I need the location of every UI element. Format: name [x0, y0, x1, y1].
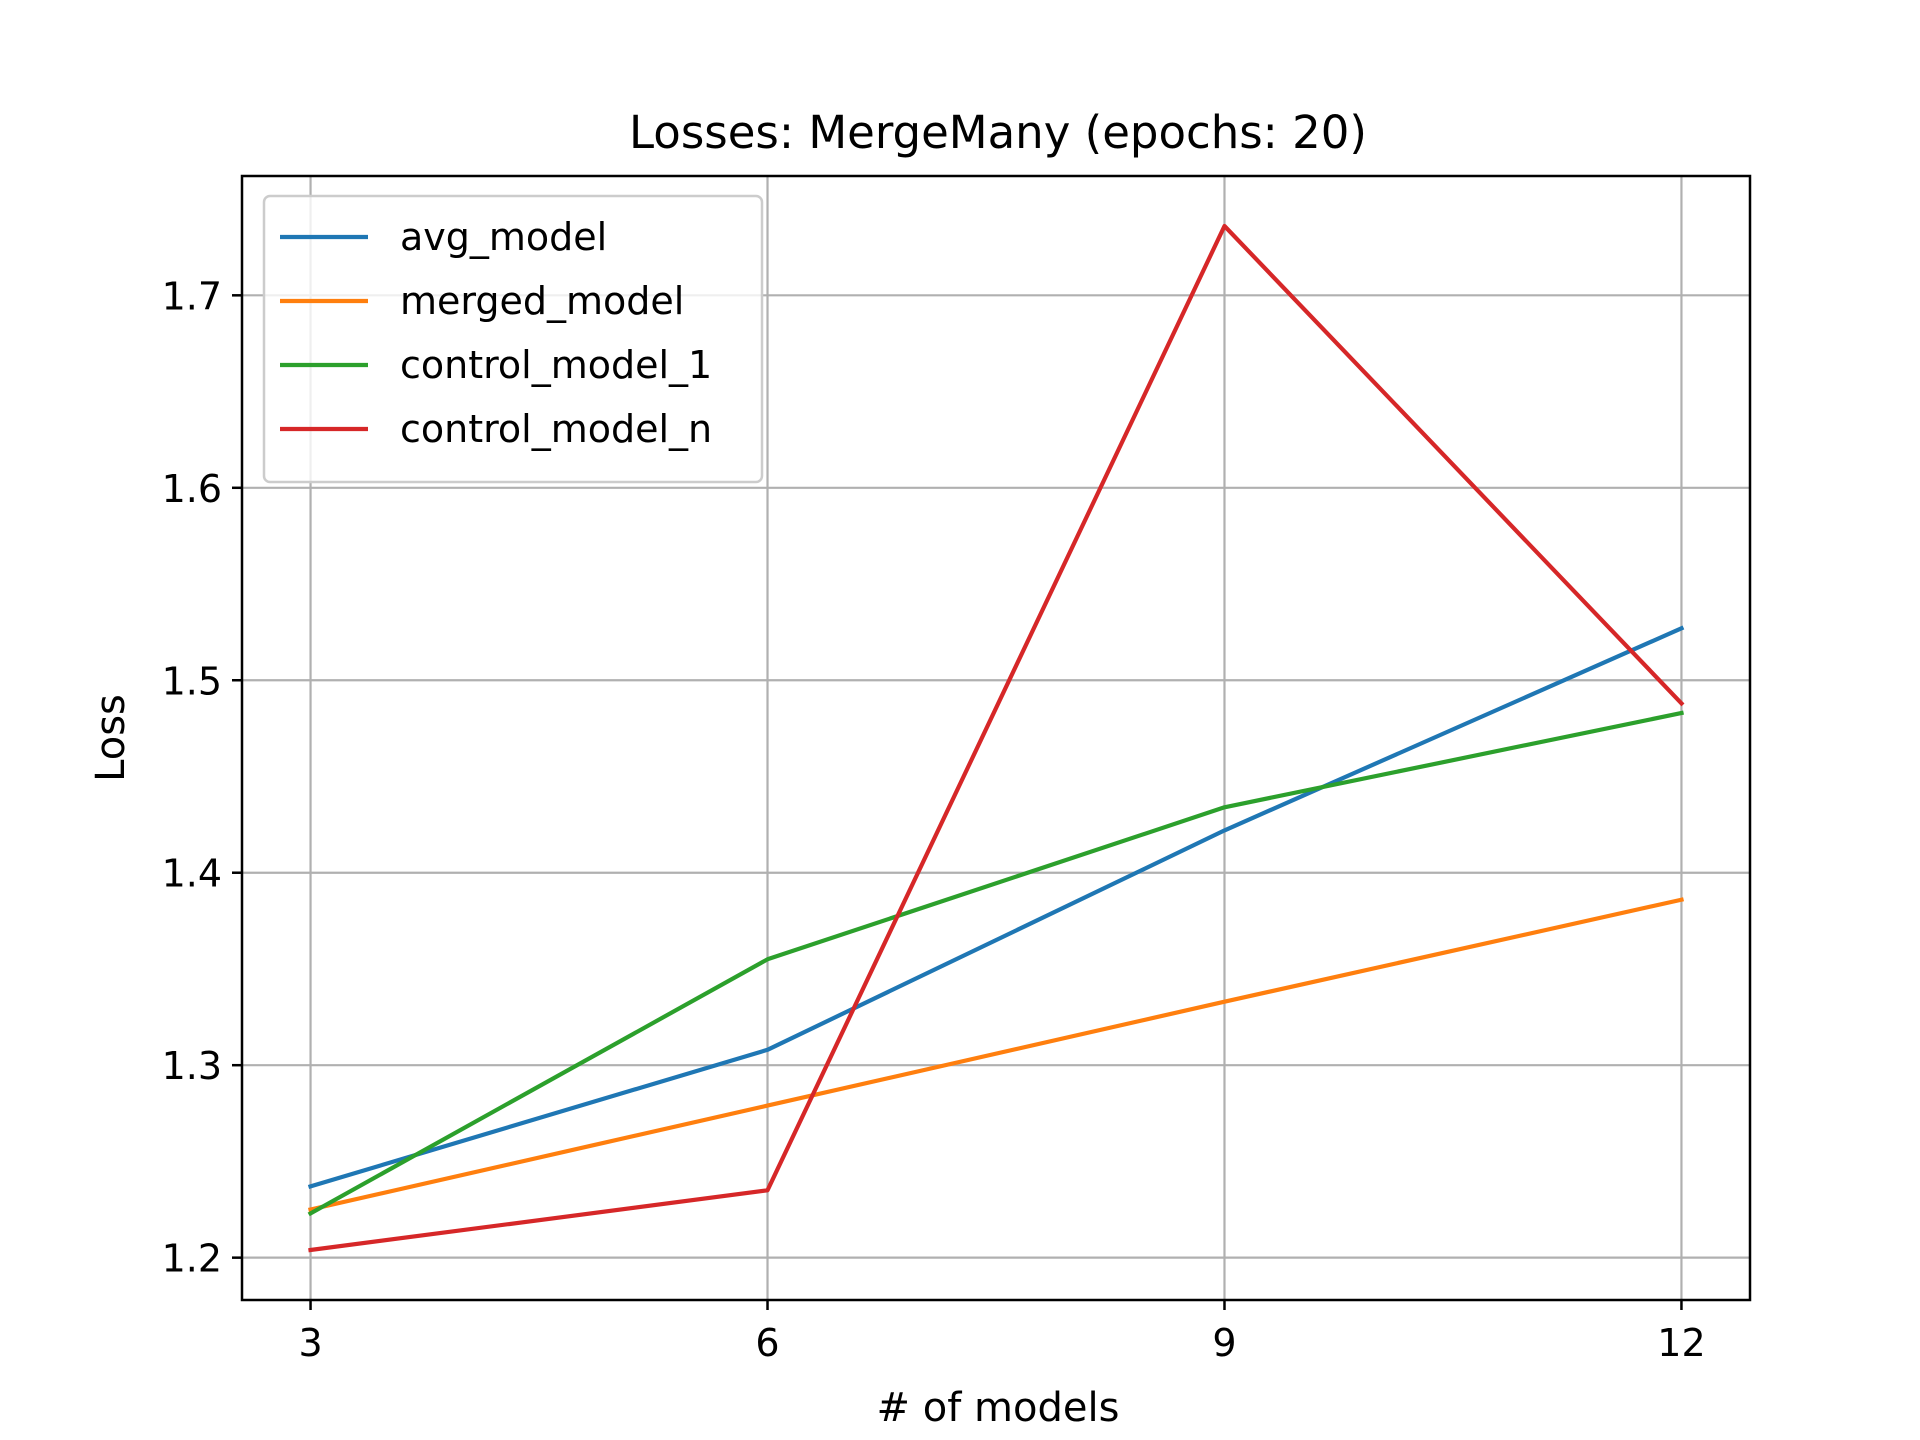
- legend-label: control_model_n: [400, 407, 712, 451]
- y-axis: 1.2 1.3 1.4 1.5 1.6 1.7: [162, 274, 242, 1281]
- legend-frame: [262, 194, 764, 484]
- y-tick-label: 1.3: [162, 1044, 222, 1088]
- plot-frame: [240, 174, 1752, 1302]
- grid: [242, 176, 1750, 1300]
- y-tick-label: 1.4: [162, 852, 222, 896]
- legend-item: control_model_n: [280, 407, 712, 451]
- series-line-avg-model: [307, 625, 1685, 1190]
- y-tick-label: 1.2: [162, 1237, 222, 1281]
- legend-label: avg_model: [400, 215, 607, 259]
- y-tick-label: 1.5: [162, 659, 222, 703]
- series-line-control-model-1: [307, 710, 1684, 1217]
- x-axis: 3 6 9 12: [298, 1300, 1706, 1365]
- x-tick-label: 6: [755, 1321, 779, 1365]
- y-tick-label: 1.6: [162, 467, 222, 511]
- series-line-merged-model: [307, 897, 1685, 1213]
- legend-item: merged_model: [280, 279, 684, 323]
- legend-label: merged_model: [400, 279, 684, 323]
- series-line-control-model-n: [308, 223, 1685, 1253]
- legend-item: avg_model: [280, 215, 607, 259]
- x-tick-label: 3: [298, 1321, 322, 1365]
- legend-item: control_model_1: [280, 343, 712, 387]
- y-tick-label: 1.7: [162, 274, 222, 318]
- chart-title: Losses: MergeMany (epochs: 20): [629, 106, 1367, 159]
- x-tick-label: 12: [1657, 1321, 1705, 1365]
- x-axis-label: # of models: [877, 1385, 1120, 1431]
- legend-label: control_model_1: [400, 343, 712, 387]
- legend: avg_model merged_model control_model_1cont…: [262, 194, 764, 484]
- series-layer: [307, 223, 1685, 1253]
- x-tick-label: 9: [1212, 1321, 1236, 1365]
- y-axis-label: Loss: [88, 694, 134, 782]
